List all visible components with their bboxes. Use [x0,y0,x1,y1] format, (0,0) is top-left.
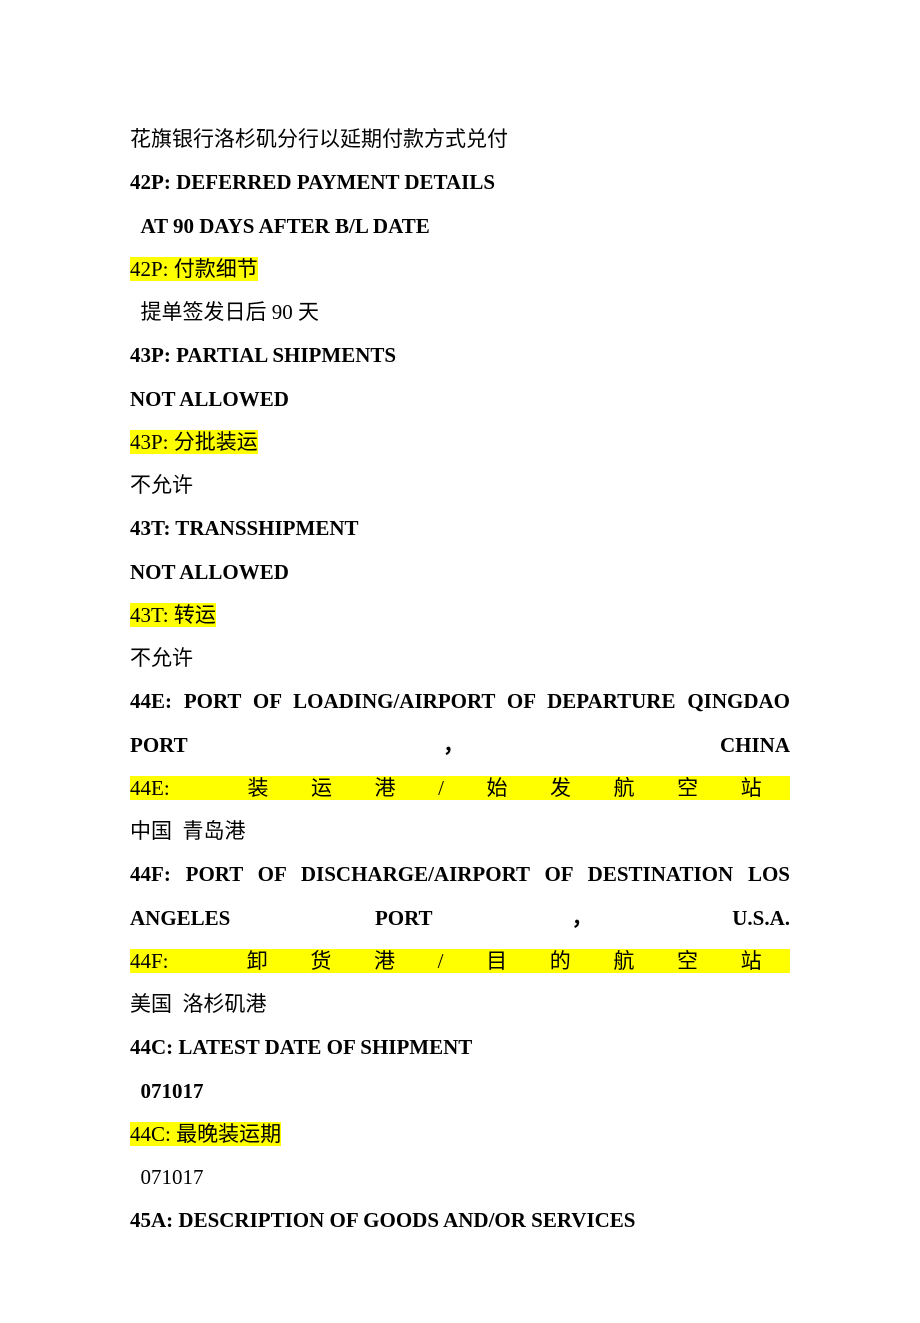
field-45a-header: 45A: DESCRIPTION OF GOODS AND/OR SERVICE… [130,1199,790,1242]
field-44c-value: 071017 [130,1070,790,1113]
highlight-text: 44C: 最晚装运期 [130,1122,281,1146]
field-44c-header: 44C: LATEST DATE OF SHIPMENT [130,1026,790,1069]
field-42p-value: AT 90 DAYS AFTER B/L DATE [130,205,790,248]
spaced-text: 装运港/始发航空站 [247,776,790,800]
field-42p-cn-value: 提单签发日后 90 天 [130,291,790,334]
field-code: 44F: [130,949,169,973]
field-44c-cn-label: 44C: 最晚装运期 [130,1113,790,1156]
spaced-text: 卸货港/目的航空站 [247,949,790,973]
field-44e-cn-label: 44E: 装运港/始发航空站 [130,767,790,810]
document-page: 花旗银行洛杉矶分行以延期付款方式兑付 42P: DEFERRED PAYMENT… [0,0,920,1323]
field-44f-header: 44F: PORT OF DISCHARGE/AIRPORT OF DESTIN… [130,853,790,940]
field-code: 44E: [130,776,170,800]
field-43t-cn-value: 不允许 [130,637,790,680]
highlight-text: 43T: 转运 [130,603,216,627]
highlight-text: 42P: 付款细节 [130,257,258,281]
field-43t-value: NOT ALLOWED [130,551,790,594]
highlight-text: 44E: 装运港/始发航空站 [130,776,790,800]
field-44f-cn-value: 美国 洛杉矶港 [130,983,790,1026]
field-44f-cn-label: 44F: 卸货港/目的航空站 [130,940,790,983]
field-43p-cn-value: 不允许 [130,464,790,507]
field-42p-cn-label: 42P: 付款细节 [130,248,790,291]
field-44e-cn-value: 中国 青岛港 [130,810,790,853]
text-line: 花旗银行洛杉矶分行以延期付款方式兑付 [130,118,790,161]
field-42p-header: 42P: DEFERRED PAYMENT DETAILS [130,161,790,204]
field-43t-header: 43T: TRANSSHIPMENT [130,507,790,550]
field-43p-header: 43P: PARTIAL SHIPMENTS [130,334,790,377]
field-43p-value: NOT ALLOWED [130,378,790,421]
field-44c-cn-value: 071017 [130,1156,790,1199]
highlight-text: 44F: 卸货港/目的航空站 [130,949,790,973]
field-43t-cn-label: 43T: 转运 [130,594,790,637]
highlight-text: 43P: 分批装运 [130,430,258,454]
field-43p-cn-label: 43P: 分批装运 [130,421,790,464]
field-44e-header: 44E: PORT OF LOADING/AIRPORT OF DEPARTUR… [130,680,790,767]
